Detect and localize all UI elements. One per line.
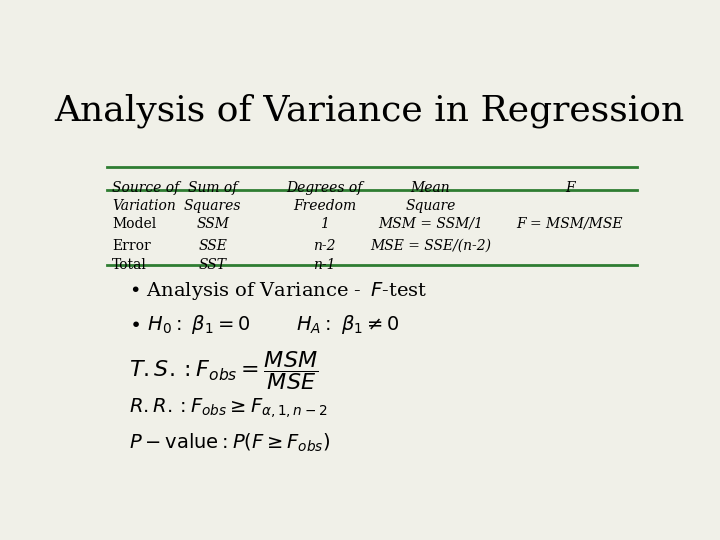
Text: Total: Total <box>112 258 147 272</box>
Text: SST: SST <box>199 258 227 272</box>
Text: • Analysis of Variance -  $\mathit{F}$-test: • Analysis of Variance - $\mathit{F}$-te… <box>129 280 428 302</box>
Text: Sum of
Squares: Sum of Squares <box>184 181 241 213</box>
Text: $\bullet\ H_0{:}\ \beta_1 = 0$: $\bullet\ H_0{:}\ \beta_1 = 0$ <box>129 313 251 336</box>
Text: Mean
Square: Mean Square <box>405 181 456 213</box>
Text: F = MSM/MSE: F = MSM/MSE <box>517 217 623 231</box>
Text: n-1: n-1 <box>313 258 336 272</box>
Text: $P - \mathrm{value}: P(F \geq F_{obs})$: $P - \mathrm{value}: P(F \geq F_{obs})$ <box>129 432 330 454</box>
Text: n-2: n-2 <box>313 239 336 253</box>
Text: MSM = SSM/1: MSM = SSM/1 <box>378 217 483 231</box>
Text: Degrees of
Freedom: Degrees of Freedom <box>286 181 363 213</box>
Text: 1: 1 <box>320 217 329 231</box>
Text: MSE = SSE/(n-2): MSE = SSE/(n-2) <box>370 239 491 253</box>
Text: F: F <box>565 181 575 195</box>
Text: Error: Error <box>112 239 151 253</box>
Text: $T.S.: F_{obs} = \dfrac{MSM}{MSE}$: $T.S.: F_{obs} = \dfrac{MSM}{MSE}$ <box>129 349 318 392</box>
Text: SSE: SSE <box>198 239 228 253</box>
Text: $H_A{:}\ \beta_1 \neq 0$: $H_A{:}\ \beta_1 \neq 0$ <box>297 313 400 336</box>
Text: Model: Model <box>112 217 156 231</box>
Text: Source of
Variation: Source of Variation <box>112 181 179 213</box>
Text: SSM: SSM <box>197 217 229 231</box>
Text: $R.R.: F_{obs} \geq F_{\alpha,1,n-2}$: $R.R.: F_{obs} \geq F_{\alpha,1,n-2}$ <box>129 396 328 420</box>
Text: Analysis of Variance in Regression: Analysis of Variance in Regression <box>54 94 684 129</box>
